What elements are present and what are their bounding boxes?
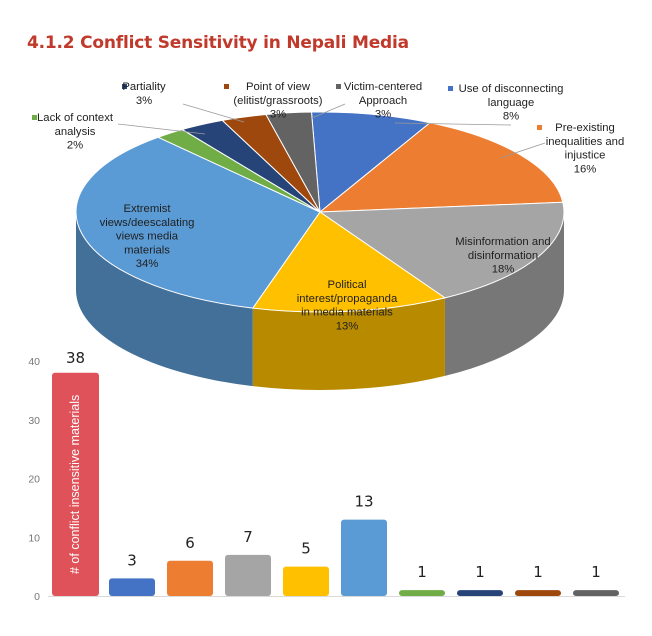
data-label: Political	[328, 279, 367, 291]
data-label: Misinformation and	[455, 236, 550, 248]
pie-side-5	[76, 212, 253, 387]
bar-value-label: 6	[185, 534, 195, 552]
data-label: 16%	[574, 163, 597, 175]
pie-slice-9	[265, 111, 321, 213]
data-label: interest/propaganda	[297, 293, 398, 305]
data-label: views/deescalating	[100, 217, 195, 229]
data-label: views media	[116, 231, 179, 243]
data-label: Point of view	[246, 81, 311, 93]
leader-line	[117, 123, 206, 135]
y-tick-label: 0	[34, 591, 40, 603]
pie-side-3	[444, 212, 564, 376]
data-label: in media materials	[301, 307, 393, 319]
bar-2	[109, 578, 155, 596]
legend-marker	[336, 84, 341, 89]
pie-side-walls	[76, 212, 564, 390]
bar-value-label: 1	[417, 563, 427, 581]
data-label: Extremist	[123, 203, 171, 215]
data-label: Approach	[359, 95, 407, 107]
legend-marker	[224, 84, 229, 89]
pie-side-4	[252, 297, 445, 390]
y-tick-label: 40	[28, 356, 40, 368]
data-label: disinformation	[468, 250, 538, 262]
pie-slice-4	[251, 211, 447, 313]
legend-marker	[537, 125, 542, 130]
bar-value-label: 5	[301, 540, 311, 558]
y-axis-label: # of conflict insensitive materials	[68, 395, 82, 574]
bar-10	[573, 590, 619, 596]
data-label: Victim-centered	[344, 81, 422, 93]
bar-value-label: 3	[127, 551, 137, 569]
data-label: inequalities and	[546, 136, 625, 148]
bar-value-label: 7	[243, 528, 253, 546]
pie-slice-1	[310, 111, 432, 213]
legend-marker	[448, 86, 453, 91]
data-label: injustice	[565, 150, 606, 162]
bar-8	[457, 590, 503, 596]
bar-9	[515, 590, 561, 596]
data-label: 34%	[136, 258, 159, 270]
bar-3	[167, 560, 213, 596]
data-label: 18%	[492, 264, 515, 276]
bar-1	[52, 372, 99, 596]
data-label: 2%	[67, 140, 83, 152]
data-label: 3%	[136, 95, 152, 107]
bar-value-label: 1	[533, 563, 543, 581]
y-tick-label: 10	[28, 532, 40, 544]
data-label: 13%	[336, 320, 359, 332]
data-label: 8%	[503, 111, 519, 123]
bar-5	[283, 566, 329, 596]
bar-4	[225, 554, 271, 596]
pie-slice-3	[318, 201, 565, 299]
data-label: analysis	[55, 126, 96, 138]
data-label: Lack of context	[37, 112, 114, 124]
data-label: 3%	[270, 109, 286, 121]
bar-value-label: 1	[591, 563, 601, 581]
bar-6	[341, 519, 387, 596]
data-label: language	[488, 97, 535, 109]
pie-slice-5	[75, 136, 321, 309]
data-label: (elitist/grassroots)	[233, 95, 322, 107]
data-label: Use of disconnecting	[459, 83, 564, 95]
leader-line	[499, 142, 546, 159]
leader-line	[394, 122, 512, 126]
pie-top	[75, 111, 565, 313]
y-tick-label: 20	[28, 474, 40, 486]
y-tick-label: 30	[28, 415, 40, 427]
pie-slice-2	[318, 122, 564, 213]
bar-value-label: 1	[475, 563, 485, 581]
data-label: materials	[124, 244, 170, 256]
legend-marker	[122, 84, 127, 89]
leader-line	[311, 103, 346, 119]
legend-marker	[32, 115, 37, 120]
bar-7	[399, 590, 445, 596]
data-label: Partiality	[122, 81, 166, 93]
bar-value-label: 38	[66, 349, 85, 367]
data-label: Pre-existing	[555, 122, 615, 134]
page-title: 4.1.2 Conflict Sensitivity in Nepali Med…	[27, 33, 409, 53]
bar-value-label: 13	[354, 493, 373, 511]
data-label: 3%	[375, 109, 391, 121]
pie-labels: Use of disconnecting language 8% Pre-existi…	[32, 81, 624, 332]
leader-line	[182, 103, 245, 123]
